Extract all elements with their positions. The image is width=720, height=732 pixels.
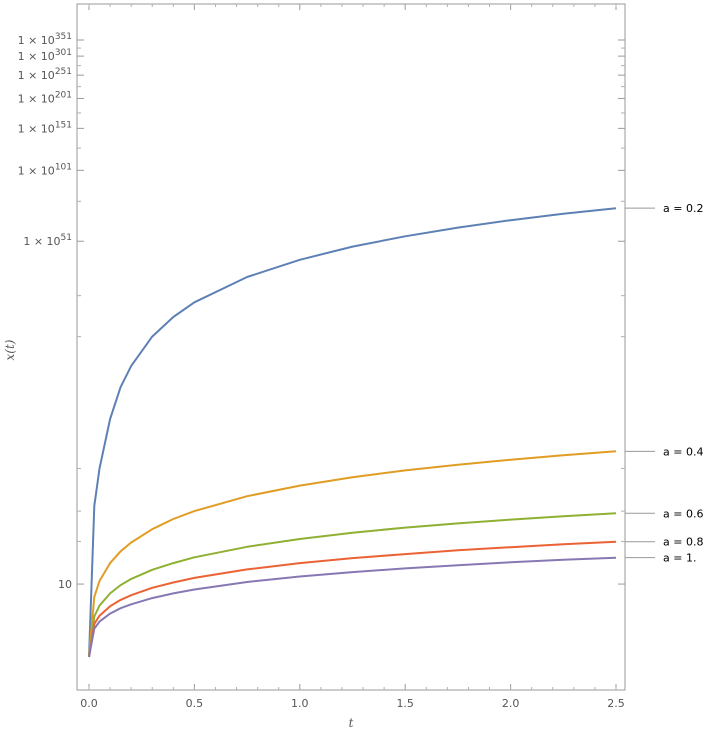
x-tick-label: 0.0	[80, 697, 98, 710]
series-labels: a = 0.2 a = 0.4 a = 0.6 a = 0.8 a = 1.	[625, 202, 703, 565]
x-tick-label: 1.0	[291, 697, 309, 710]
y-tick-label: 1 × 10151	[18, 120, 72, 135]
x-tick-label: 0.5	[186, 697, 204, 710]
x-tick-label: 2.0	[502, 697, 520, 710]
series-line	[88, 556, 617, 658]
x-axis-title: t	[349, 716, 354, 730]
y-tick-label: 1 × 10351	[18, 32, 72, 47]
series-label: a = 1.	[663, 552, 696, 565]
series-line	[88, 450, 617, 658]
series-line	[88, 207, 617, 658]
y-axis: 10 1 × 1051 1 × 10101 1 × 10151 1 × 10201 1 ×…	[18, 32, 625, 591]
y-tick-label: 1 × 10301	[18, 48, 72, 63]
x-axis: 0.0 0.5 1.0 1.5 2.0 2.5	[80, 4, 625, 710]
y-axis-title: x(t)	[3, 339, 17, 360]
y-tick-label: 1 × 10201	[18, 90, 72, 105]
x-tick-label: 1.5	[396, 697, 414, 710]
series-label: a = 0.4	[663, 445, 703, 458]
y-tick-label: 1 × 1051	[23, 233, 72, 248]
series-line	[88, 540, 617, 658]
series-lines	[88, 207, 617, 658]
plot-frame	[76, 3, 626, 691]
series-line	[88, 512, 617, 658]
series-label: a = 0.2	[663, 202, 703, 215]
x-tick-label: 2.5	[607, 697, 625, 710]
y-tick-label: 1 × 10101	[18, 162, 72, 177]
series-label: a = 0.8	[663, 536, 703, 549]
series-label: a = 0.6	[663, 507, 703, 520]
y-tick-label: 10	[58, 578, 72, 591]
y-tick-label: 1 × 10251	[18, 67, 72, 82]
